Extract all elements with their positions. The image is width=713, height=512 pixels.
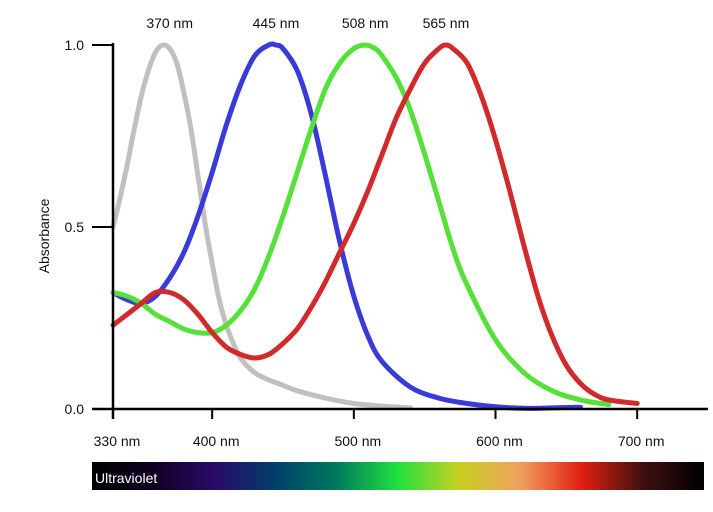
spectrum-bar: Ultraviolet	[92, 462, 704, 490]
spectrum-gradient-bar	[92, 462, 704, 490]
series-line-3	[110, 42, 640, 406]
y-tick-label-1: 1.0	[65, 37, 85, 53]
peak-label-565: 565 nm	[423, 15, 470, 31]
y-tick-label-0.5: 0.5	[65, 219, 85, 235]
x-tick-label-500: 500 nm	[334, 433, 381, 449]
x-tick-label-700: 700 nm	[618, 433, 665, 449]
x-tick-label-600: 600 nm	[476, 433, 523, 449]
series-line-2	[110, 42, 612, 408]
x-tick-label-400: 400 nm	[193, 433, 240, 449]
spectrum-label-ultraviolet: Ultraviolet	[95, 470, 157, 486]
labels-group: 330 nm 400 nm 500 nm 600 nm 700 nm 0.0 0.5 1.0 A…	[36, 15, 665, 449]
y-tick-label-0: 0.0	[65, 401, 85, 417]
series-group	[110, 41, 640, 411]
x-tick-label-330: 330 nm	[94, 433, 141, 449]
y-axis-title: Absorbance	[36, 198, 52, 273]
peak-label-370: 370 nm	[146, 15, 193, 31]
axes-group	[92, 43, 708, 419]
peak-label-445: 445 nm	[253, 15, 300, 31]
series-line-1	[110, 41, 583, 411]
series-line-0	[110, 42, 413, 411]
peak-label-508: 508 nm	[342, 15, 389, 31]
